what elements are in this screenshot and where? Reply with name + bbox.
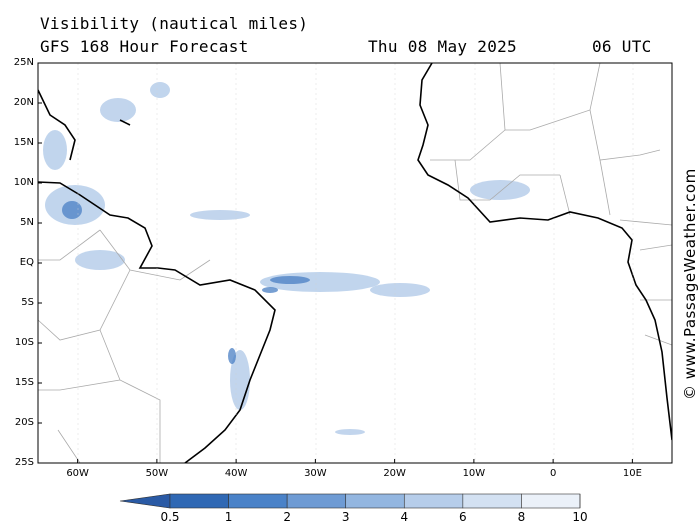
lat-label: 15S [14, 377, 34, 388]
lon-label: 20W [383, 468, 406, 479]
lat-label: 5S [21, 297, 34, 308]
colorbar-label: 10 [572, 510, 588, 524]
lon-label: 10E [622, 468, 642, 479]
colorbar-label: 4 [400, 510, 409, 524]
lat-label: 15N [13, 137, 34, 148]
colorbar-label: 8 [517, 510, 526, 524]
lon-label: 40W [224, 468, 248, 479]
colorbar-segment [521, 493, 581, 509]
colorbar [119, 493, 581, 509]
graticule [77, 63, 634, 463]
colorbar-segment [228, 493, 288, 509]
map-title: Visibility (nautical miles) [40, 14, 309, 33]
colorbar-label: 2 [283, 510, 291, 524]
country-borders [38, 63, 672, 463]
colorbar-label: 0.5 [160, 510, 180, 524]
colorbar-segment [403, 493, 464, 509]
colorbar-label: 6 [459, 510, 467, 524]
colorbar-low-arrow [119, 493, 171, 509]
coastlines [38, 63, 672, 463]
lat-label: 10N [13, 177, 34, 188]
lon-label: 60W [66, 468, 89, 479]
colorbar-segment [462, 493, 522, 509]
lon-label: 30W [304, 468, 327, 479]
lon-label: 0 [549, 468, 557, 479]
lon-label: 10W [462, 468, 486, 479]
forecast-time: 06 UTC [592, 37, 652, 56]
lat-label: 20N [13, 97, 34, 108]
lat-label: 5N [20, 217, 34, 228]
colorbar-label: 3 [341, 510, 350, 524]
colorbar-segment [286, 493, 347, 509]
lat-label: 20S [14, 417, 34, 428]
colorbar-segment [169, 493, 229, 509]
visibility-patches [43, 82, 530, 435]
lon-label: 50W [145, 468, 169, 479]
colorbar-label: 1 [224, 510, 233, 524]
lat-label: EQ [19, 257, 34, 268]
credit-text: © www.PassageWeather.com [681, 168, 699, 400]
lat-label: 25N [13, 57, 34, 68]
colorbar-segment [345, 493, 405, 509]
forecast-label: GFS 168 Hour Forecast [40, 37, 249, 56]
forecast-date: Thu 08 May 2025 [368, 37, 517, 56]
lat-label: 10S [14, 337, 34, 348]
lat-label: 25S [14, 457, 34, 468]
